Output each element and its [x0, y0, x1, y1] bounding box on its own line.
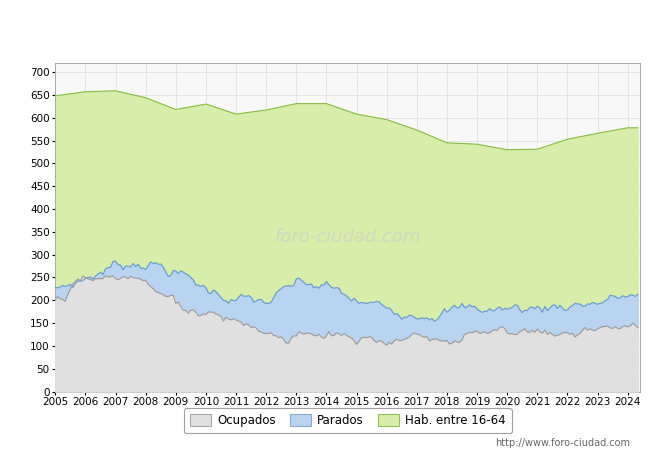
Text: Ribafrecha - Evolucion de la poblacion en edad de Trabajar Mayo de 2024: Ribafrecha - Evolucion de la poblacion e… — [69, 13, 581, 27]
Text: foro-ciudad.com: foro-ciudad.com — [274, 228, 421, 246]
Legend: Ocupados, Parados, Hab. entre 16-64: Ocupados, Parados, Hab. entre 16-64 — [184, 409, 512, 433]
Text: http://www.foro-ciudad.com: http://www.foro-ciudad.com — [495, 438, 630, 448]
